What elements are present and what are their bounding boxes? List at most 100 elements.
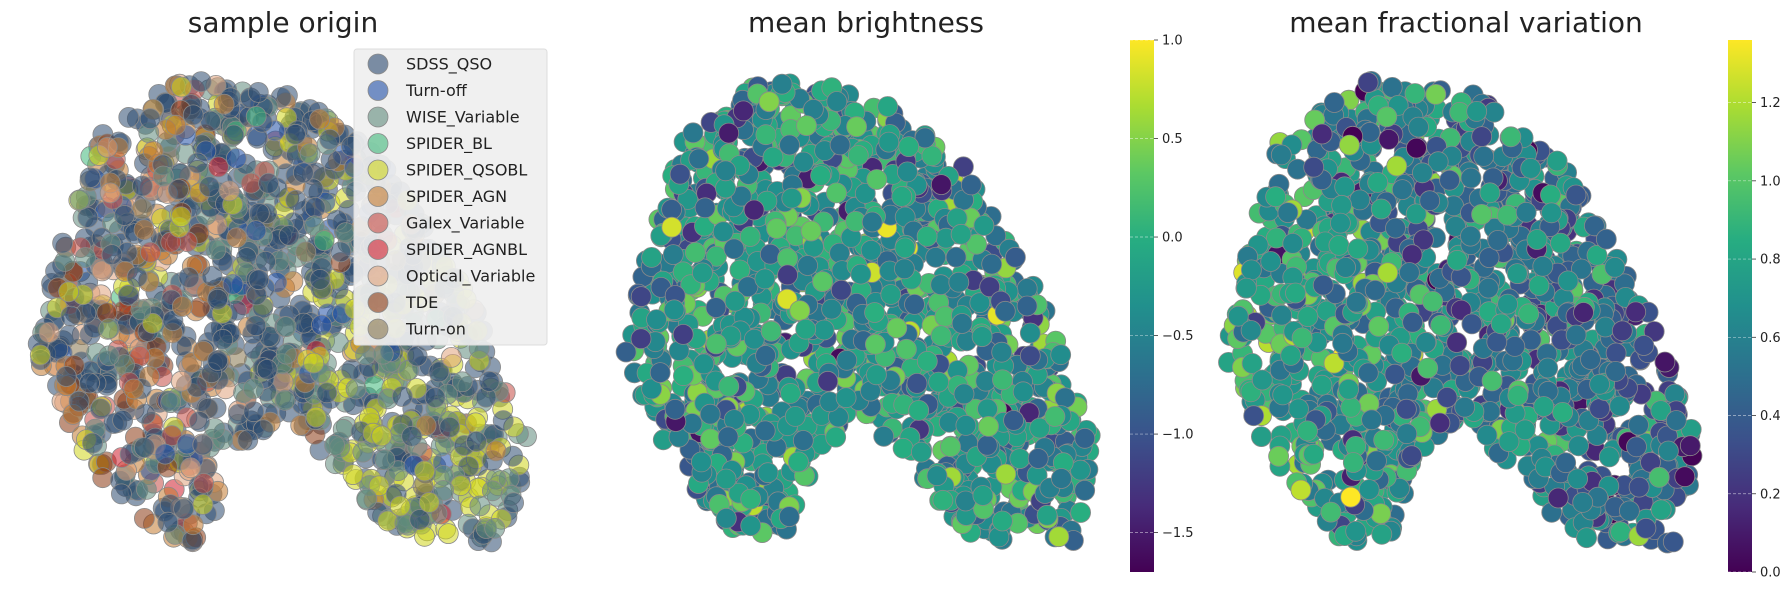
scatter-point: [1454, 396, 1476, 418]
scatter-point: [1340, 486, 1362, 508]
legend-marker: [367, 186, 389, 207]
scatter-point: [1533, 396, 1555, 417]
scatter-point: [1243, 405, 1265, 427]
scatter-point: [664, 398, 686, 420]
scatter-point: [187, 152, 209, 174]
scatter-point: [484, 517, 506, 539]
scatter-point: [1557, 270, 1579, 292]
scatter-point: [723, 238, 745, 260]
scatter-point: [1568, 435, 1589, 457]
scatter-point: [1572, 491, 1594, 513]
scatter-point: [165, 114, 187, 136]
colorbar-tick-label: 0.5: [1162, 132, 1183, 147]
scatter-point: [930, 174, 952, 196]
scatter-point: [1604, 256, 1626, 278]
scatter-point: [222, 273, 244, 295]
scatter-point: [978, 415, 999, 437]
scatter-point: [916, 350, 938, 372]
scatter-point: [1460, 167, 1482, 189]
scatter-point: [372, 343, 394, 365]
scatter-point: [240, 172, 262, 194]
scatter-point: [930, 325, 952, 347]
scatter-point: [123, 378, 145, 400]
legend-entry-label: SPIDER_AGNBL: [406, 240, 527, 260]
scatter-point: [451, 371, 473, 393]
legend: SDSS_QSOTurn-offWISE_VariableSPIDER_BLSP…: [353, 48, 548, 346]
scatter-point: [669, 163, 691, 185]
scatter-point: [371, 425, 393, 447]
scatter-point: [1401, 244, 1423, 266]
scatter-point: [1386, 155, 1408, 177]
colorbar: −1.5−1.0−0.50.00.51.0: [1130, 34, 1194, 572]
colorbar-tick-label: −1.5: [1162, 526, 1194, 541]
scatter-point: [90, 284, 112, 306]
scatter-point: [955, 490, 976, 512]
legend-marker: [367, 239, 389, 260]
scatter-point: [97, 136, 118, 158]
colorbar-gradient: [1728, 40, 1752, 572]
scatter-point: [299, 143, 321, 165]
scatter-point: [293, 312, 315, 334]
colorbar-gradient: [1130, 40, 1154, 572]
scatter-point: [1422, 290, 1443, 312]
scatter-point: [118, 107, 140, 128]
scatter-point: [352, 441, 374, 463]
scatter-point: [189, 411, 210, 432]
scatter-point: [1479, 182, 1501, 204]
scatter-points: [615, 73, 1101, 551]
scatter-point: [1251, 426, 1272, 448]
colorbar-tick-label: 0.0: [1760, 566, 1781, 581]
scatter-point: [1016, 295, 1038, 317]
scatter-point: [503, 492, 524, 514]
scatter-point: [724, 290, 746, 312]
scatter-point: [1366, 450, 1387, 472]
scatter-point: [101, 244, 123, 266]
scatter-point: [712, 221, 734, 243]
scatter-point: [1471, 203, 1492, 225]
scatter-point: [921, 145, 943, 167]
scatter-point: [190, 71, 212, 92]
scatter-point: [1417, 357, 1439, 379]
scatter-point: [1402, 311, 1423, 333]
scatter-point: [800, 220, 822, 242]
scatter-point: [248, 269, 270, 291]
colorbar-tick-label: 0.0: [1162, 231, 1183, 246]
scatter-point: [245, 106, 267, 127]
scatter-point: [699, 403, 721, 425]
scatter-point: [1236, 277, 1257, 299]
scatter-point: [784, 405, 806, 427]
scatter-point: [1619, 500, 1640, 522]
scatter-point: [715, 507, 737, 529]
scatter-point: [1610, 521, 1631, 543]
legend-entry-label: SPIDER_BL: [406, 134, 492, 154]
scatter-point: [995, 463, 1017, 485]
scatter-point: [865, 333, 886, 355]
scatter-point: [1658, 440, 1679, 462]
scatter-point: [295, 241, 317, 263]
scatter-point: [1507, 385, 1529, 406]
scatter-point: [316, 382, 338, 404]
scatter-point: [1357, 362, 1379, 384]
scatter-point: [1396, 398, 1417, 420]
scatter-point: [255, 250, 277, 272]
scatter-point: [130, 299, 152, 321]
scatter-point: [113, 205, 135, 226]
scatter-point: [1005, 246, 1026, 268]
scatter-point: [1605, 342, 1627, 364]
scatter-point: [739, 226, 761, 247]
scatter-point: [1399, 262, 1420, 283]
scatter-point: [335, 222, 357, 244]
scatter-point: [218, 180, 240, 202]
scatter-point: [242, 378, 264, 400]
scatter-point: [817, 370, 839, 392]
scatter-point: [1303, 156, 1325, 178]
scatter-point: [825, 426, 847, 448]
scatter-point: [916, 225, 938, 247]
scatter-point: [847, 144, 869, 166]
scatter-point: [1611, 320, 1633, 342]
scatter-point: [485, 440, 507, 462]
scatter-point: [812, 271, 833, 293]
scatter-point: [898, 136, 920, 158]
scatter-point: [873, 425, 895, 447]
scatter-point: [469, 495, 491, 517]
